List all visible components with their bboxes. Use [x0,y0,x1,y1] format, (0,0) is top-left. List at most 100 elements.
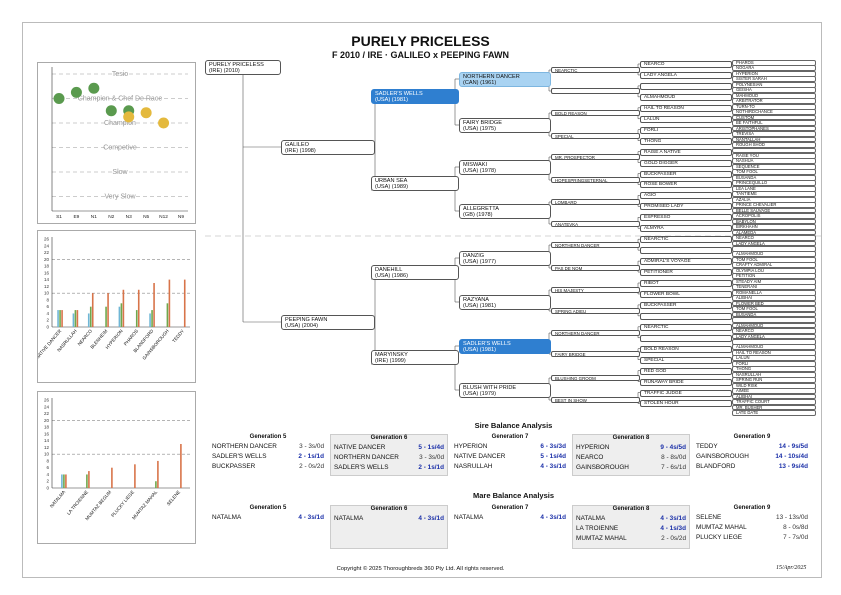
pedigree-gen6-horse[interactable]: ROMANELLA [732,289,816,296]
pedigree-gen6-horse[interactable]: SISTER SARAH [732,76,816,83]
pedigree-gen4-horse[interactable]: HOPESPRINGSETERNAL [551,177,640,184]
pedigree-gen5-horse[interactable]: THONG [640,137,732,145]
pedigree-gen5-horse[interactable]: SPECIAL [640,356,732,364]
pedigree-gen6-horse[interactable]: NATIVE DANCER [732,147,816,154]
pedigree-gen6-horse[interactable]: LADY ANGELA [732,333,816,340]
pedigree-gen5-horse[interactable]: TRAFFIC JUDGE [640,389,732,397]
pedigree-gen5-horse[interactable]: GOLD DIGGER [640,159,732,167]
pedigree-gen5-horse[interactable]: BUCKPASSER [640,301,732,309]
pedigree-gen6-horse[interactable]: LEA LANE [732,185,816,192]
pedigree-gen3-horse[interactable]: DANZIG (USA) (1977) [459,251,551,266]
pedigree-gen4-horse[interactable]: NEARCTIC [551,67,640,74]
pedigree-gen3-horse[interactable]: FAIRY BRIDGE (USA) (1975) [459,118,551,133]
pedigree-gen1-sire[interactable]: GALILEO (IRE) (1998) [281,140,375,155]
pedigree-gen5-horse[interactable]: NATALMA [640,247,732,255]
pedigree-gen6-horse[interactable]: ARBITRATOR [732,98,816,105]
pedigree-gen2-horse[interactable]: MARYINSKY (IRE) (1999) [371,350,459,365]
pedigree-gen6-horse[interactable]: LATE DATE [732,410,816,416]
pedigree-gen6-horse[interactable]: ALIBHAI [732,295,816,301]
pedigree-gen6-horse[interactable]: NOTHIRDCHANCE [732,109,816,116]
pedigree-gen6-horse[interactable]: ALMAHMOUD [732,344,816,351]
pedigree-gen6-horse[interactable]: STEADY AIM [732,278,816,285]
pedigree-gen6-horse[interactable]: TOM FOOL [732,169,816,176]
pedigree-gen4-horse[interactable]: SPECIAL [551,133,640,140]
pedigree-gen6-horse[interactable]: THONG [732,366,816,373]
pedigree-gen6-horse[interactable]: TENERANI [732,284,816,291]
pedigree-gen4-horse[interactable]: LOMBARD [551,199,640,206]
pedigree-gen3-horse[interactable]: MISWAKI (USA) (1978) [459,160,551,175]
pedigree-gen2-horse[interactable]: SADLER'S WELLS (USA) (1981) [371,89,459,104]
pedigree-gen6-horse[interactable]: PHAROS [732,60,816,66]
pedigree-gen4-horse[interactable]: BOLD REASON [551,110,640,117]
pedigree-gen6-horse[interactable]: FORLI [732,360,816,367]
pedigree-gen6-horse[interactable]: MAHMOUD [732,92,816,99]
pedigree-gen6-horse[interactable]: HYPERION [732,70,816,77]
pedigree-gen4-horse[interactable]: BLUSHING GROOM [551,375,640,382]
pedigree-gen6-horse[interactable]: CRAFTY ADMIRAL [732,262,816,269]
pedigree-gen5-horse[interactable]: NEARCTIC [640,236,732,244]
pedigree-gen6-horse[interactable]: LADY ANGELA [732,240,816,247]
pedigree-gen6-horse[interactable]: NASHUA [732,158,816,165]
pedigree-gen4-horse[interactable]: HIS MAJESTY [551,287,640,294]
pedigree-gen6-horse[interactable]: TOM FOOL [732,306,816,312]
pedigree-gen6-horse[interactable]: PETITION [732,273,816,280]
pedigree-gen5-horse[interactable]: NATIVE DANCER [640,82,732,90]
pedigree-gen6-horse[interactable]: TRAFFIC COURT [732,399,816,405]
pedigree-gen5-horse[interactable]: LADY ANGELA [640,71,732,79]
pedigree-gen6-horse[interactable]: ALMAHMOUD [732,251,816,258]
pedigree-gen6-horse[interactable]: WILD RISK [732,382,816,389]
pedigree-gen5-horse[interactable]: HAIL TO REASON [640,104,732,112]
pedigree-gen5-horse[interactable]: ALMYRA [640,225,732,233]
pedigree-gen6-horse[interactable]: BELLE SAUVAGE [732,207,816,214]
pedigree-gen4-horse[interactable]: NORTHERN DANCER [551,242,640,249]
pedigree-gen5-horse[interactable]: NATALMA [640,312,732,320]
pedigree-gen6-horse[interactable]: LALUN [732,355,816,362]
pedigree-gen5-horse[interactable]: LALUN [640,115,732,123]
pedigree-gen6-horse[interactable]: HAIL TO REASON [732,349,816,356]
pedigree-gen6-horse[interactable]: AZALIA [732,196,816,203]
pedigree-gen6-horse[interactable]: ROUGH SHOD [732,142,816,148]
pedigree-gen6-horse[interactable]: BUSANDA [732,174,816,181]
pedigree-gen6-horse[interactable]: BIRKHAHN [732,224,816,230]
pedigree-gen6-horse[interactable]: NATIVE DANCER [732,338,816,345]
pedigree-gen6-horse[interactable]: PRINCEQUILLO [732,180,816,187]
pedigree-gen5-horse[interactable]: RAISE A NATIVE [640,148,732,156]
pedigree-gen3-horse[interactable]: SADLER'S WELLS (USA) (1981) [459,339,551,354]
pedigree-gen4-horse[interactable]: NATALMA [551,88,640,95]
pedigree-gen5-horse[interactable]: PETITIONER [640,269,732,277]
pedigree-gen4-horse[interactable]: PAS DE NOM [551,265,640,272]
pedigree-gen6-horse[interactable]: GEISHA [732,87,816,94]
pedigree-gen6-horse[interactable]: TREVISA [732,131,816,137]
pedigree-gen6-horse[interactable]: NEARCO [732,328,816,334]
pedigree-gen3-horse[interactable]: ALLEGRETTA (GB) (1978) [459,204,551,219]
pedigree-gen6-horse[interactable]: TANTIEME [732,191,816,198]
pedigree-gen6-horse[interactable]: BE FAITHFUL [732,120,816,126]
pedigree-gen4-horse[interactable]: FAIRY BRIDGE [551,351,640,358]
pedigree-gen6-horse[interactable]: POLYNESIAN [732,81,816,88]
pedigree-gen5-horse[interactable]: RUNAWAY BRIDE [640,378,732,386]
pedigree-gen6-horse[interactable]: ARISTOPHANES [732,125,816,132]
pedigree-gen5-horse[interactable]: ADMIRAL'S VOYAGE [640,258,732,266]
pedigree-subject[interactable]: PURELY PRICELESS (IRE) (2010) [205,60,281,75]
pedigree-gen5-horse[interactable]: BOLD REASON [640,345,732,353]
pedigree-gen6-horse[interactable]: SEQUENCE [732,163,816,170]
pedigree-gen6-horse[interactable]: BUSANDA [732,311,816,318]
pedigree-gen4-horse[interactable]: ANATEVKA [551,221,640,228]
pedigree-gen2-horse[interactable]: URBAN SEA (USA) (1989) [371,176,459,191]
pedigree-gen3-horse[interactable]: NORTHERN DANCER (CAN) (1961) [459,72,551,87]
pedigree-gen6-horse[interactable]: BABYLON [732,218,816,225]
pedigree-gen6-horse[interactable]: NATIVE DANCER [732,317,816,323]
pedigree-gen6-horse[interactable]: NOGARA [732,65,816,72]
pedigree-gen5-horse[interactable]: RIBOT [640,280,732,287]
pedigree-gen5-horse[interactable]: ALMAHMOUD [640,93,732,101]
pedigree-gen5-horse[interactable]: FORLI [640,126,732,134]
pedigree-gen5-horse[interactable]: RED GOD [640,367,732,375]
pedigree-gen4-horse[interactable]: SPRING ADIEU [551,308,640,315]
pedigree-gen2-horse[interactable]: DANEHILL (USA) (1986) [371,265,459,280]
pedigree-gen6-horse[interactable]: AIMEE [732,388,816,394]
pedigree-gen5-horse[interactable]: FLOWER BOWL [640,290,732,298]
pedigree-gen4-horse[interactable]: BEST IN SHOW [551,397,640,404]
pedigree-gen6-horse[interactable]: NASRULLAH [732,371,816,378]
pedigree-gen6-horse[interactable]: PRINCE CHEVALIER [732,202,816,209]
pedigree-gen6-horse[interactable]: CUSTOM [732,114,816,121]
